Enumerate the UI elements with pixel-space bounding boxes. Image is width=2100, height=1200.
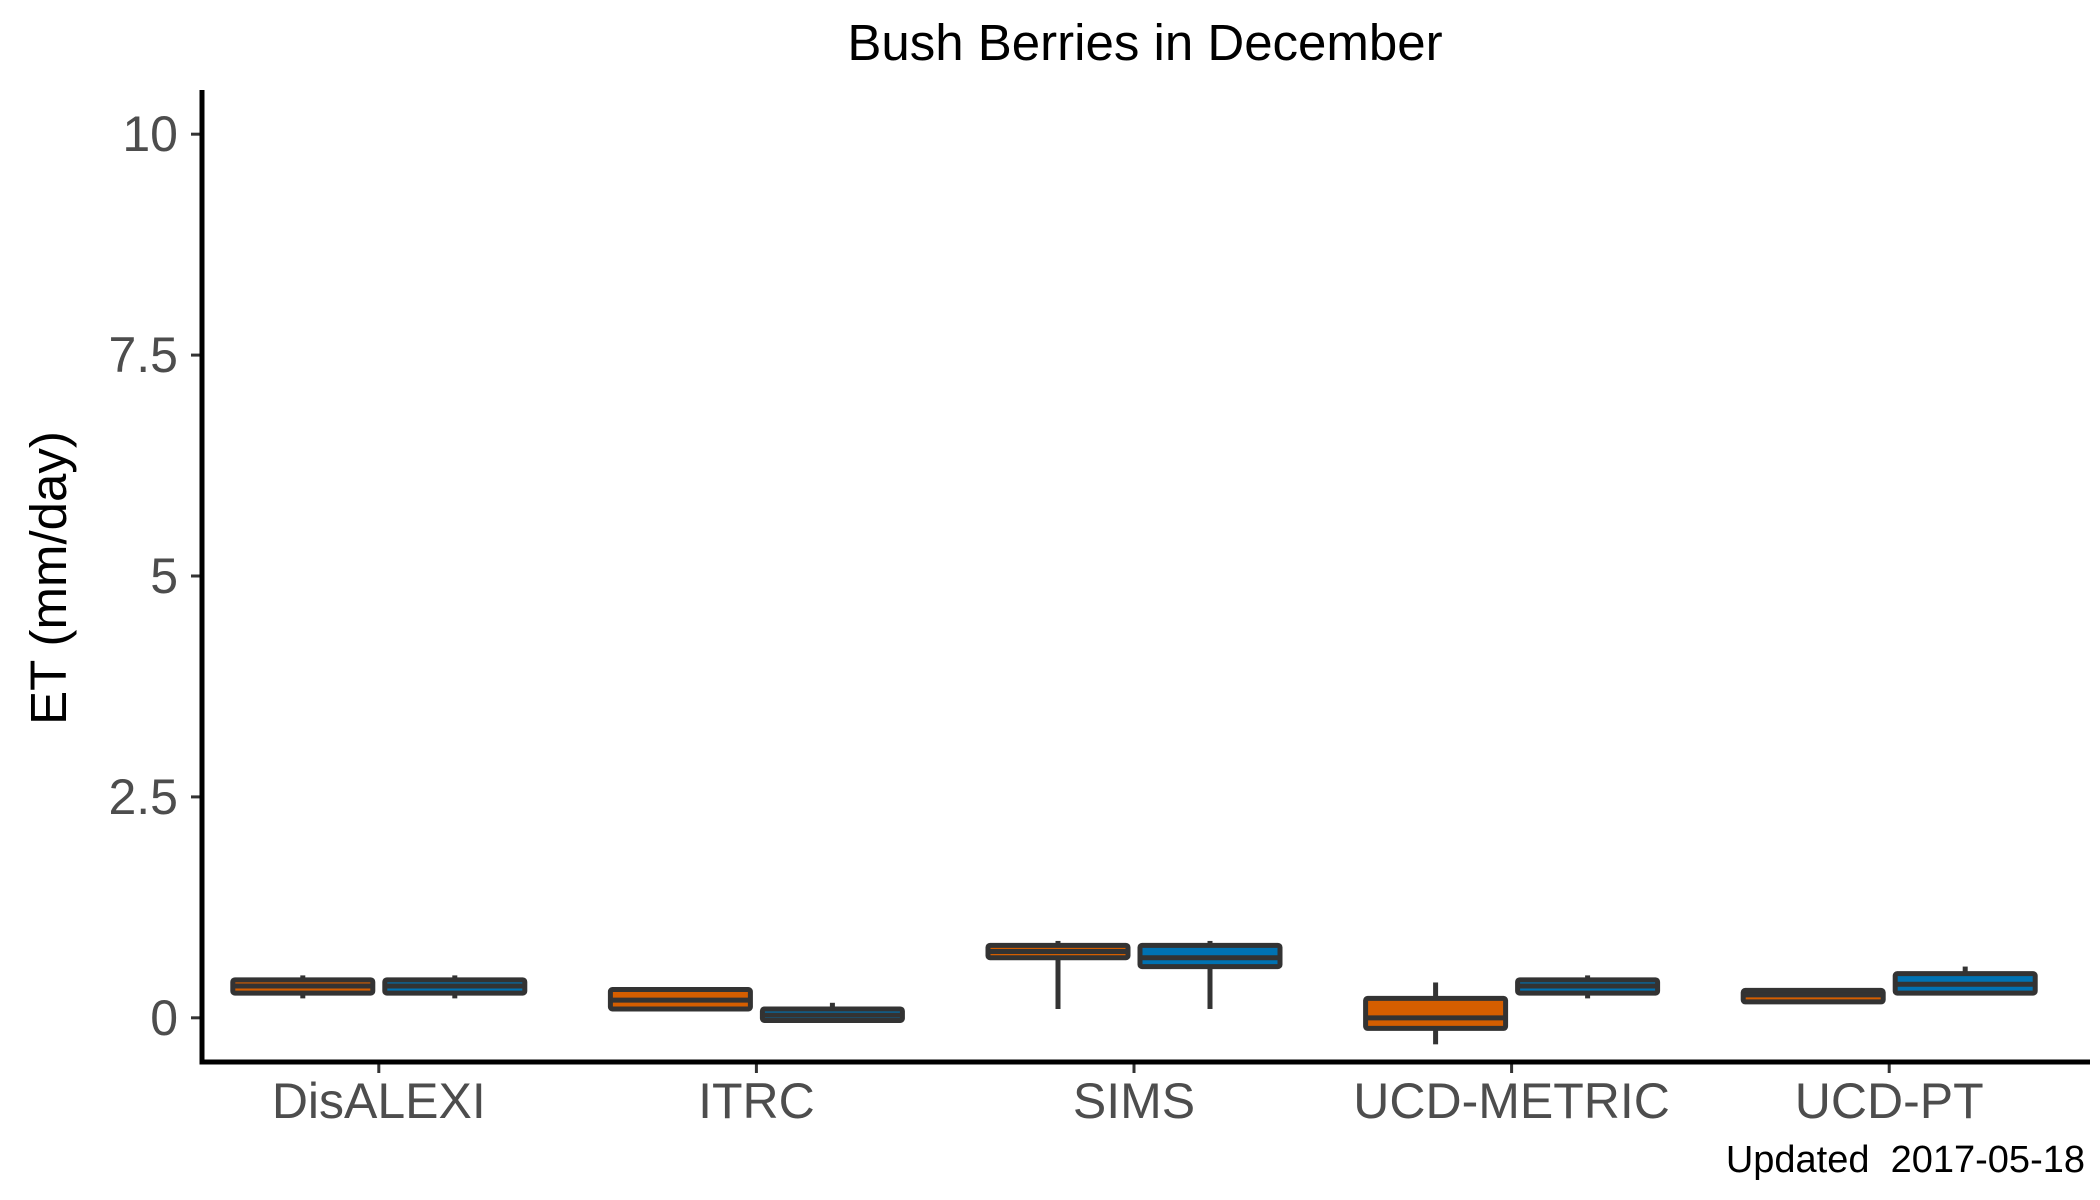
box-UCD-PT-2 <box>1892 966 2038 996</box>
y-axis-label: ET (mm/day) <box>20 431 77 725</box>
box-body <box>1363 995 1509 1031</box>
y-tick-label: 10 <box>122 106 178 162</box>
y-tick-label: 0 <box>150 990 178 1046</box>
plot-area <box>230 940 2038 1045</box>
x-tick-label: UCD-PT <box>1795 1073 1984 1129</box>
box-SIMS-1 <box>985 940 1131 1009</box>
box-SIMS-2 <box>1137 940 1283 1009</box>
updated-note: Updated 2017-05-18 <box>1726 1139 2085 1181</box>
chart-title: Bush Berries in December <box>847 14 1442 71</box>
y-tick-label: 7.5 <box>108 327 178 383</box>
y-tick-label: 5 <box>150 548 178 604</box>
box-UCD-PT-1 <box>1740 987 1886 1005</box>
x-tick-label: ITRC <box>698 1073 815 1129</box>
y-axis-ticks: 0 2.5 5 7.5 10 <box>108 106 202 1046</box>
x-axis-ticks: DisALEXI ITRC SIMS UCD-METRIC UCD-PT <box>272 1062 1984 1129</box>
box-ITRC-1 <box>607 987 753 1012</box>
x-tick-label: SIMS <box>1073 1073 1195 1129</box>
box-DisALEXI-1 <box>230 975 376 999</box>
y-tick-label: 2.5 <box>108 769 178 825</box>
box-UCD-METRIC-2 <box>1515 975 1661 999</box>
box-ITRC-2 <box>759 1002 905 1023</box>
x-tick-label: UCD-METRIC <box>1353 1073 1670 1129</box>
box-DisALEXI-2 <box>382 975 528 999</box>
x-tick-label: DisALEXI <box>272 1073 486 1129</box>
box-UCD-METRIC-1 <box>1363 982 1509 1045</box>
